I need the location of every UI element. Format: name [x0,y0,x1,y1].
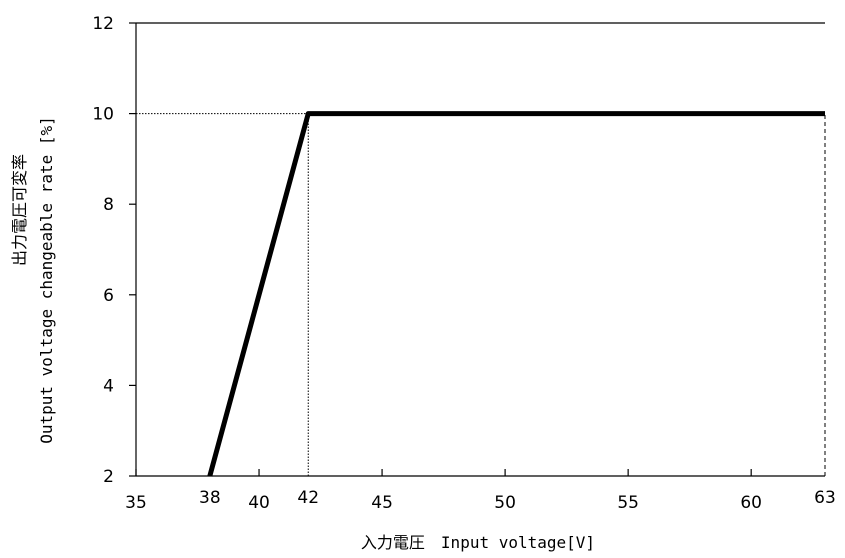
y-tick-label: 8 [103,195,114,215]
x-tick-label-marked: 38 [199,488,221,508]
x-axis-title: 入力電圧 Input voltage[V] [361,533,595,552]
x-tick-label-marked: 42 [297,488,319,508]
series-layer [207,111,826,477]
x-tick-label: 35 [125,493,147,513]
reference-lines [136,113,826,476]
series-line [207,111,825,477]
x-tick-label: 60 [740,493,762,513]
x-tick-label-marked: 63 [814,488,836,508]
y-tick-label: 10 [92,105,114,125]
tick-labels: 2 4 6 8 10 12 35 40 45 50 55 60 38 42 63 [92,14,835,513]
y-axis-title-en: Output voltage changeable rate [%] [37,116,56,444]
x-tick-label: 40 [248,493,270,513]
x-tick-label: 50 [494,493,516,513]
axes [129,22,825,477]
y-axis-title-jp: 出力電圧可変率 [10,154,29,266]
x-tick-label: 55 [617,493,639,513]
y-tick-label: 6 [103,286,114,306]
y-tick-label: 2 [103,467,114,487]
x-tick-label: 45 [371,493,393,513]
y-tick-label: 4 [103,376,114,396]
y-tick-label: 12 [92,14,114,34]
